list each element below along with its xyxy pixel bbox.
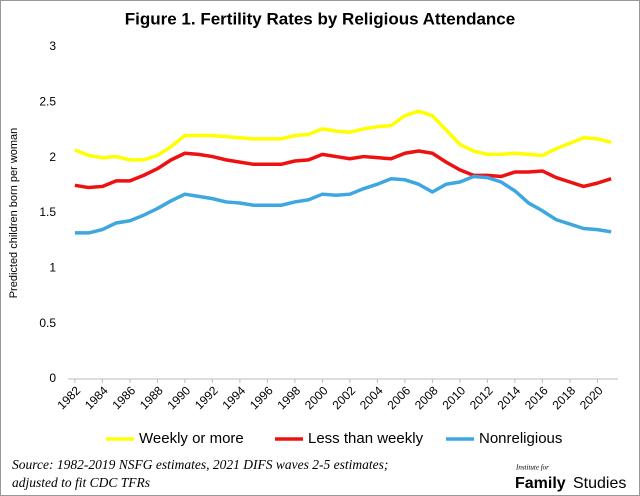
y-tick-label: 2.5 — [39, 95, 56, 109]
chart-title: Figure 1. Fertility Rates by Religious A… — [125, 9, 515, 28]
y-axis-label: Predicted children born per woman — [8, 128, 20, 299]
series-line — [74, 149, 612, 190]
legend-label: Nonreligious — [479, 430, 562, 447]
y-tick-label: 0 — [49, 371, 56, 385]
source: adjusted to fit CDC TFRs — [12, 475, 150, 490]
y-tick-label: 1 — [49, 261, 56, 275]
series-line — [74, 174, 612, 235]
y-tick-label: 2 — [49, 150, 56, 164]
logo-small: Institute for — [515, 464, 549, 472]
y-tick-label: 3 — [49, 39, 56, 53]
series-line — [74, 109, 612, 162]
legend-label: Weekly or more — [139, 430, 244, 447]
legend-label: Less than weekly — [308, 430, 424, 447]
source: Source: 1982-2019 NSFG estimates, 2021 D… — [12, 457, 388, 472]
logo-name: Studies — [573, 475, 626, 492]
y-tick-label: 0.5 — [39, 316, 56, 330]
logo-name: Family — [515, 475, 566, 492]
y-tick-label: 1.5 — [39, 205, 56, 219]
